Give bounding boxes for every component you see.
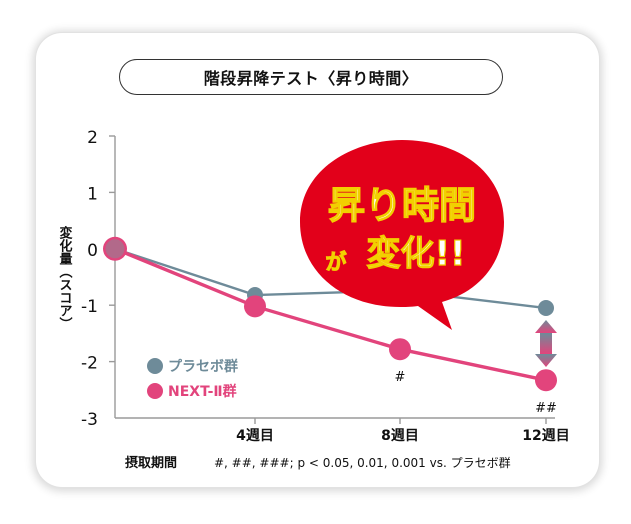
legend-label-next: NEXT-Ⅱ群	[168, 383, 237, 400]
series-point-0	[538, 300, 554, 317]
x-tick-label: 12週目	[522, 428, 569, 444]
series-line-0	[114, 247, 547, 310]
callout-line1: 昇り時間	[328, 184, 476, 227]
significance-label: ##	[535, 401, 557, 416]
series-line-1	[114, 247, 547, 382]
x-caption: 摂取期間	[125, 455, 177, 471]
y-tick-label: -3	[81, 410, 98, 430]
callout-line2: 変化!!	[366, 234, 465, 274]
y-tick-label: 1	[87, 184, 98, 204]
series-point-1	[389, 338, 411, 361]
difference-arrow	[535, 320, 557, 367]
y-tick-label: -1	[81, 297, 98, 317]
series-point-1	[535, 369, 557, 392]
x-tick-label: 8週目	[381, 428, 419, 444]
y-tick-label: 2	[87, 128, 98, 148]
y-axis-label: 変化量（スコア）	[57, 225, 74, 330]
legend-marker-next	[147, 383, 163, 399]
callout-ga: が	[326, 250, 347, 274]
series-point-1	[244, 295, 266, 318]
x-tick-label: 4週目	[236, 428, 274, 444]
chart-title: 階段昇降テスト〈昇り時間〉	[119, 59, 503, 95]
legend: プラセボ群 NEXT-Ⅱ群	[147, 358, 238, 400]
y-tick-label: -2	[81, 354, 98, 374]
footnote: #, ##, ###; p < 0.05, 0.01, 0.001 vs. プラ…	[214, 456, 511, 470]
callout-bubble: 昇り時間 が 変化!!	[300, 140, 504, 330]
y-tick-label: 0	[87, 241, 98, 261]
origin-point-placebo	[105, 239, 125, 259]
legend-marker-placebo	[147, 358, 163, 374]
significance-label: #	[395, 370, 406, 385]
legend-label-placebo: プラセボ群	[168, 358, 238, 375]
